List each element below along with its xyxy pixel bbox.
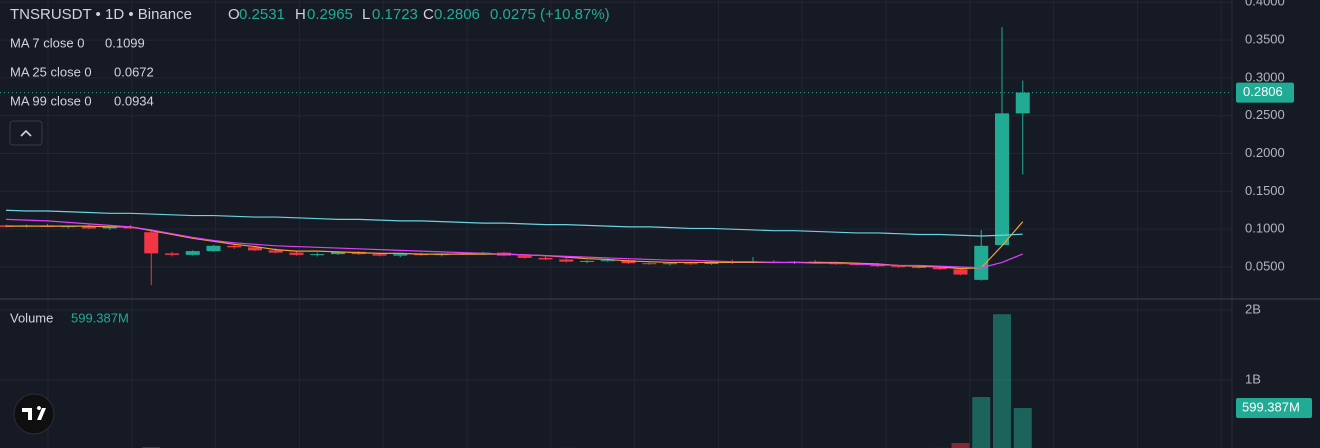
ohlc-label: C xyxy=(423,6,434,23)
candle-body xyxy=(974,245,989,280)
candle-body xyxy=(227,245,242,248)
y-tick-label: 0.1000 xyxy=(1245,221,1285,236)
logo-circle[interactable] xyxy=(13,393,55,435)
y-tick-label: 0.4000 xyxy=(1245,0,1285,9)
candle-body xyxy=(165,253,179,255)
candle-body xyxy=(559,259,574,262)
ma-line xyxy=(5,218,1023,269)
ohlc-label: O xyxy=(228,6,240,23)
y-tick-label: 0.0500 xyxy=(1245,258,1285,273)
open-value: 0.2531 xyxy=(239,6,285,23)
candle-body xyxy=(621,260,636,264)
candle-body xyxy=(538,257,553,260)
ma-line xyxy=(5,209,1023,237)
candle-body xyxy=(891,266,906,268)
candle-body xyxy=(600,260,615,262)
candle-body xyxy=(206,245,221,252)
candle-body xyxy=(642,263,657,265)
ma-legend: MA 25 close 0 xyxy=(10,64,92,79)
collapse-button[interactable] xyxy=(9,120,43,146)
close-value: 0.2806 xyxy=(434,6,480,23)
candle-body xyxy=(289,252,304,255)
ohlc-label: H xyxy=(295,6,306,23)
candle-body xyxy=(932,267,947,270)
chevron-icon[interactable] xyxy=(20,129,32,137)
candle-body xyxy=(683,263,698,265)
high-value: 0.2965 xyxy=(307,6,353,23)
ma-value: 0.0934 xyxy=(114,93,154,108)
candle-body xyxy=(912,266,926,268)
volume-tick-label: 2B xyxy=(1245,301,1261,316)
ma-value: 0.0672 xyxy=(114,64,154,79)
y-tick-label: 0.2500 xyxy=(1245,107,1285,122)
candle-body xyxy=(310,254,325,256)
ma-legend: MA 99 close 0 xyxy=(10,93,92,108)
volume-label-box xyxy=(1236,398,1312,419)
y-tick-label: 0.3000 xyxy=(1245,69,1285,84)
volume-title: Volume xyxy=(10,310,53,325)
tv-logo[interactable] xyxy=(13,393,55,435)
candle-body xyxy=(995,113,1009,246)
ohlc-label: L xyxy=(362,6,370,23)
low-value: 0.1723 xyxy=(372,6,418,23)
candle-body xyxy=(248,247,262,251)
candle-body xyxy=(102,226,117,229)
volume-bar xyxy=(972,397,991,448)
change-value: 0.0275 (+10.87%) xyxy=(490,6,610,23)
y-tick-label: 0.2000 xyxy=(1245,145,1285,160)
volume-tick-label: 1B xyxy=(1245,371,1261,386)
ma-value: 0.1099 xyxy=(105,35,145,50)
plot xyxy=(0,27,1232,448)
symbol-title: TNSRUSDT • 1D • Binance xyxy=(10,6,192,23)
candle-body xyxy=(393,254,408,256)
candle-body xyxy=(870,264,885,267)
candle-body xyxy=(331,251,345,255)
button-frame[interactable] xyxy=(9,120,43,146)
volume-bar xyxy=(1013,408,1032,448)
candle-body xyxy=(953,269,968,275)
candle-body xyxy=(1015,92,1030,114)
ma-legend: MA 7 close 0 xyxy=(10,35,84,50)
candle-body xyxy=(517,255,532,258)
candle-body xyxy=(580,260,594,262)
candle-body xyxy=(144,232,159,254)
price-label-box xyxy=(1236,82,1294,103)
candle-body xyxy=(185,251,200,255)
candle-body xyxy=(123,226,138,229)
y-tick-label: 0.1500 xyxy=(1245,183,1285,198)
candle-body xyxy=(663,263,677,265)
logo-mark[interactable] xyxy=(22,406,46,420)
price-axis: 0.4000 0.3500 0.3000 0.2500 0.2000 0.1500 0.10… xyxy=(1236,0,1312,419)
volume-bar xyxy=(993,314,1011,448)
candle-body xyxy=(372,254,387,256)
y-tick-label: 0.3500 xyxy=(1245,32,1285,47)
volume-value: 599.387M xyxy=(71,310,129,325)
candle-body xyxy=(268,250,283,253)
candle-body xyxy=(82,226,96,229)
grid xyxy=(0,0,1232,448)
price-label: 0.2806 xyxy=(1243,84,1283,99)
volume-bar xyxy=(951,443,970,448)
volume-label: 599.387M xyxy=(1242,399,1300,414)
